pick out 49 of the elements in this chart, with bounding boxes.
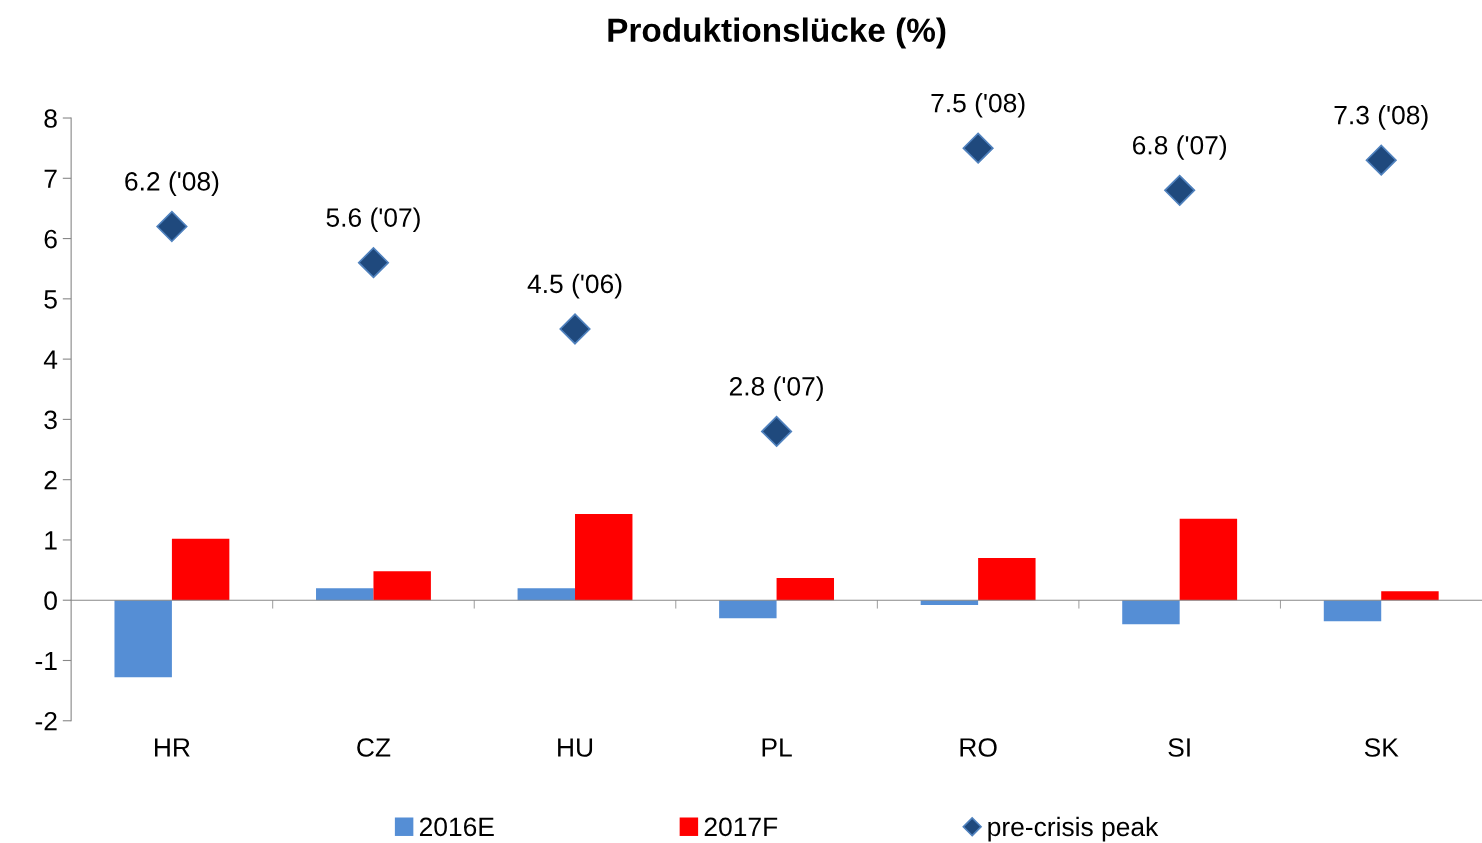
- y-tick-label: 5: [44, 290, 57, 309]
- x-tick-label: CZ: [357, 738, 391, 757]
- data-label: 2.8 ('07): [729, 376, 823, 401]
- data-label: 6.2 ('08): [125, 171, 219, 196]
- data-label: 7.5 ('08): [931, 93, 1025, 118]
- y-tick-label: -2: [35, 711, 57, 731]
- bar: [373, 571, 431, 601]
- chart-title: Produktionslücke (%): [608, 17, 946, 49]
- data-label: 6.8 ('07): [1133, 135, 1227, 160]
- bar: [978, 558, 1036, 601]
- y-tick-label: 6: [44, 229, 57, 249]
- data-label: 4.5 ('06): [527, 273, 622, 299]
- bar: [316, 588, 374, 601]
- bar: [171, 538, 230, 601]
- x-tick-label: HU: [558, 738, 593, 757]
- legend-label: pre-crisis peak: [988, 816, 1159, 842]
- data-label: 7.3 ('08): [1334, 105, 1428, 130]
- bar: [575, 514, 633, 601]
- point: [357, 247, 390, 279]
- x-tick-label: RO: [960, 738, 997, 757]
- point: [1365, 144, 1397, 176]
- bar: [1122, 600, 1180, 625]
- point: [761, 415, 793, 448]
- x-tick-label: SK: [1364, 738, 1399, 757]
- legend-label: 2016E: [419, 817, 494, 837]
- point: [156, 210, 188, 243]
- bar: [719, 600, 777, 619]
- y-tick-label: 3: [44, 410, 57, 430]
- point: [1164, 174, 1196, 206]
- bar: [1381, 591, 1439, 601]
- bar: [1179, 518, 1238, 601]
- bar: [776, 577, 835, 601]
- bar: [1323, 600, 1382, 622]
- point: [559, 313, 591, 345]
- y-tick-label: 7: [44, 169, 57, 188]
- y-tick-label: 4: [43, 350, 58, 369]
- x-tick-label: HR: [155, 738, 190, 757]
- y-tick-label: 0: [44, 591, 57, 611]
- bar: [517, 588, 576, 601]
- bar: [114, 600, 172, 678]
- y-tick-label: 8: [44, 109, 57, 128]
- y-tick-label: -1: [35, 651, 57, 671]
- x-tick-label: SI: [1168, 738, 1190, 757]
- point: [962, 132, 994, 164]
- legend-label: 2017F: [704, 817, 778, 837]
- data-label: 5.6 ('07): [326, 207, 420, 233]
- y-tick-label: 1: [45, 531, 57, 550]
- y-tick-label: 2: [44, 470, 57, 490]
- x-tick-label: PL: [762, 738, 792, 757]
